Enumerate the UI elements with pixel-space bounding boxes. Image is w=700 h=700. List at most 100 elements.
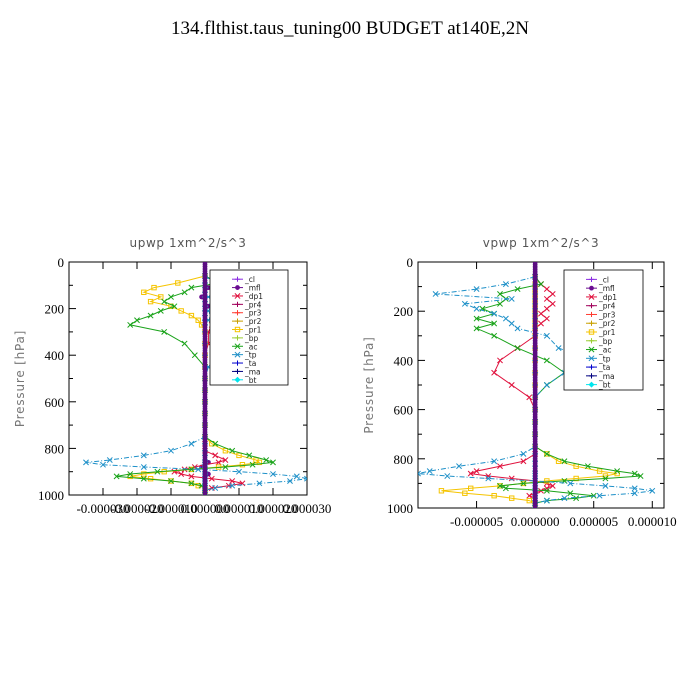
series-point — [584, 463, 591, 470]
series-point — [188, 466, 195, 473]
legend-label: _dp1 — [598, 293, 617, 302]
series-point — [151, 284, 157, 291]
series-point — [168, 293, 174, 300]
legend-item: _pr4 — [232, 300, 262, 309]
series-point — [444, 473, 451, 479]
y-tick-label: 800 — [45, 441, 65, 456]
legend-label: _bt — [244, 376, 257, 385]
series-point — [158, 294, 164, 300]
series-point — [208, 475, 215, 482]
series-point — [140, 475, 147, 482]
series-point — [83, 459, 89, 466]
series-point — [543, 497, 550, 504]
series-point — [256, 459, 263, 466]
series-point — [212, 440, 219, 447]
y-tick-label: 600 — [45, 395, 65, 410]
plot-area — [418, 262, 656, 508]
series-point — [491, 493, 497, 499]
series-point — [188, 480, 195, 487]
legend-item: _pr1 — [232, 326, 262, 335]
legend-item: _pr2 — [232, 317, 262, 326]
series-point — [567, 480, 574, 487]
legend-label: _ta — [244, 359, 256, 368]
series-point — [181, 289, 188, 296]
series-point — [106, 457, 113, 464]
legend-label: _ta — [598, 363, 610, 372]
series-point — [168, 447, 174, 454]
series-point — [199, 294, 205, 300]
series-point — [188, 312, 195, 319]
legend-item: _pr1 — [586, 328, 616, 337]
series-point — [222, 464, 229, 470]
series-point — [543, 315, 550, 322]
legend-item: _bp — [586, 337, 613, 346]
x-tick-label: 0.000010 — [215, 501, 264, 516]
legend-swatch-marker — [234, 301, 241, 307]
series-point — [188, 440, 195, 447]
series-point — [549, 300, 556, 307]
legend-item: _cl — [586, 275, 609, 284]
legend-label: _pr3 — [244, 309, 262, 318]
series-point — [157, 307, 164, 314]
series-point — [473, 468, 480, 475]
series-point — [181, 340, 188, 347]
series-point — [497, 357, 503, 364]
series-point — [473, 305, 480, 312]
y-tick-label: 400 — [45, 348, 65, 363]
series-point — [141, 471, 147, 477]
series-point — [631, 485, 638, 492]
legend-swatch-marker — [234, 293, 241, 299]
series-point — [544, 451, 550, 457]
series-point — [188, 473, 195, 480]
legend-item: _cl — [232, 275, 255, 284]
series-point — [191, 352, 198, 359]
legend-item: _bp — [232, 334, 259, 343]
x-tick-label: -0.000020 — [110, 501, 163, 516]
series-point — [222, 457, 229, 464]
legend-item: _pr3 — [232, 309, 262, 318]
series-point — [509, 495, 515, 501]
legend-item: _dp1 — [232, 292, 263, 301]
legend-label: _pr3 — [598, 310, 616, 319]
series-point — [596, 468, 603, 474]
series-point — [161, 328, 168, 335]
y-tick-label: 1000 — [387, 501, 413, 516]
series-point — [178, 308, 184, 314]
legend-label: _pr2 — [244, 317, 262, 326]
series-point — [555, 345, 562, 352]
legend-label: _pr4 — [244, 300, 262, 309]
series-point — [456, 463, 462, 470]
series-point — [432, 291, 439, 297]
series-point — [134, 317, 140, 324]
legend: _cl_mfl_dp1_pr4_pr3_pr2_pr1_bp_ac_tp_ta_… — [563, 269, 644, 391]
series-point — [249, 461, 256, 468]
legend-label: _pr1 — [598, 328, 616, 337]
series-point — [113, 473, 120, 480]
legend-label: _ma — [244, 367, 261, 376]
legend-swatch-marker — [234, 318, 241, 324]
legend-label: _bp — [598, 337, 613, 346]
legend-swatch-marker — [235, 285, 240, 290]
legend-swatch-marker — [588, 338, 595, 344]
x-tick-label: 0.000030 — [283, 501, 332, 516]
series-point — [561, 458, 568, 465]
legend-item: _bt — [232, 376, 257, 385]
series-point — [127, 471, 134, 477]
series-point — [473, 315, 480, 322]
legend-item: _pr3 — [586, 310, 616, 319]
legend-swatch-marker — [588, 381, 595, 388]
series-point — [596, 492, 603, 499]
legend-label: _mfl — [244, 284, 261, 293]
x-tick-label: 0.000010 — [628, 514, 677, 529]
series-point — [461, 300, 468, 307]
series-point — [502, 281, 509, 288]
legend-swatch-marker — [588, 276, 595, 282]
x-tick-label: 0.000005 — [569, 514, 618, 529]
chart-title: vpwp 1xm^2/s^3 — [483, 236, 599, 250]
legend-label: _bp — [244, 334, 259, 343]
series-point — [426, 468, 433, 475]
legend-item: _ac — [586, 346, 611, 355]
legend-swatch-marker — [234, 310, 241, 316]
page-title: 134.flthist.taus_tuning00 BUDGET at140E,… — [171, 18, 529, 39]
